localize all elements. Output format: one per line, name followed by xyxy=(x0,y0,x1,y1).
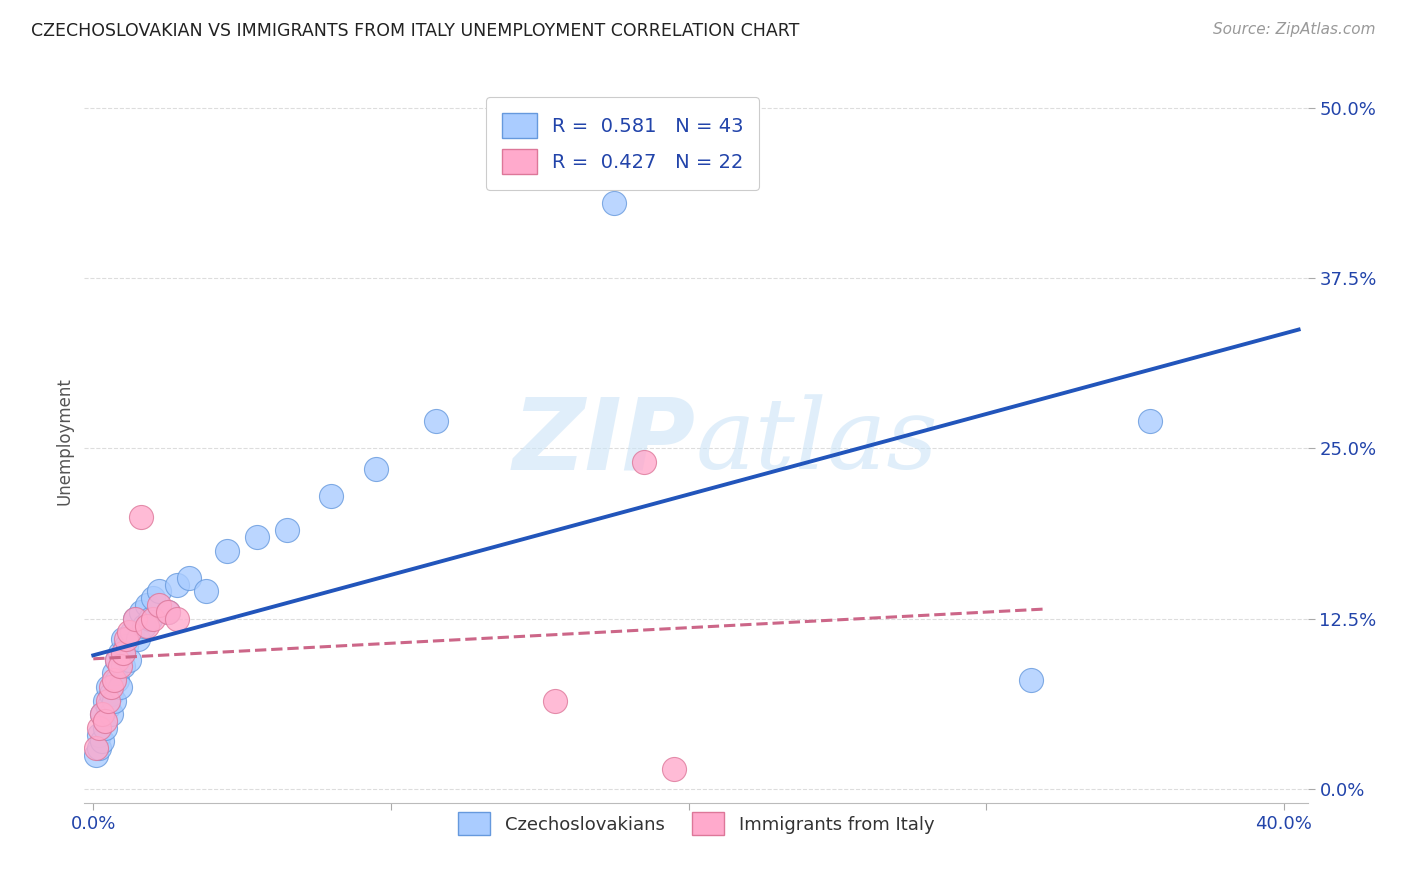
Text: atlas: atlas xyxy=(696,394,939,489)
Point xyxy=(108,680,131,694)
Point xyxy=(100,687,122,701)
Point xyxy=(543,693,565,707)
Point xyxy=(89,741,111,756)
Point xyxy=(633,455,655,469)
Point xyxy=(1139,414,1161,428)
Point xyxy=(166,612,188,626)
Point xyxy=(177,571,200,585)
Point xyxy=(108,659,131,673)
Point xyxy=(1019,673,1042,687)
Point xyxy=(97,700,120,714)
Point xyxy=(112,659,135,673)
Point xyxy=(603,196,626,211)
Point xyxy=(105,653,128,667)
Point xyxy=(127,632,149,647)
Y-axis label: Unemployment: Unemployment xyxy=(55,377,73,506)
Point xyxy=(135,618,157,632)
Point xyxy=(100,707,122,722)
Point xyxy=(89,728,111,742)
Point xyxy=(217,543,239,558)
Point xyxy=(115,639,138,653)
Point xyxy=(129,509,152,524)
Point xyxy=(103,666,125,681)
Point xyxy=(91,707,114,722)
Point xyxy=(103,693,125,707)
Text: ZIP: ZIP xyxy=(513,393,696,490)
Point xyxy=(142,612,165,626)
Point xyxy=(91,734,114,748)
Point xyxy=(112,646,135,660)
Legend: Czechoslovakians, Immigrants from Italy: Czechoslovakians, Immigrants from Italy xyxy=(449,803,943,845)
Point xyxy=(94,721,117,735)
Point xyxy=(148,598,170,612)
Point xyxy=(276,523,298,537)
Point xyxy=(321,489,343,503)
Point xyxy=(91,707,114,722)
Point xyxy=(425,414,447,428)
Point xyxy=(84,741,107,756)
Point xyxy=(246,530,269,544)
Text: Source: ZipAtlas.com: Source: ZipAtlas.com xyxy=(1212,22,1375,37)
Point xyxy=(112,632,135,647)
Point xyxy=(132,618,155,632)
Point xyxy=(100,680,122,694)
Point xyxy=(135,598,157,612)
Point xyxy=(89,721,111,735)
Point xyxy=(118,625,141,640)
Point xyxy=(121,625,143,640)
Text: CZECHOSLOVAKIAN VS IMMIGRANTS FROM ITALY UNEMPLOYMENT CORRELATION CHART: CZECHOSLOVAKIAN VS IMMIGRANTS FROM ITALY… xyxy=(31,22,799,40)
Point xyxy=(94,714,117,728)
Point xyxy=(105,653,128,667)
Point xyxy=(118,653,141,667)
Point xyxy=(156,605,179,619)
Point xyxy=(148,584,170,599)
Point xyxy=(156,605,179,619)
Point xyxy=(105,673,128,687)
Point xyxy=(142,591,165,606)
Point xyxy=(108,646,131,660)
Point xyxy=(103,673,125,687)
Point xyxy=(129,605,152,619)
Point xyxy=(97,680,120,694)
Point xyxy=(97,693,120,707)
Point xyxy=(195,584,218,599)
Point xyxy=(84,748,107,763)
Point xyxy=(364,462,387,476)
Point xyxy=(139,612,162,626)
Point xyxy=(124,612,146,626)
Point xyxy=(94,693,117,707)
Point xyxy=(115,632,138,647)
Point xyxy=(124,612,146,626)
Point xyxy=(166,577,188,591)
Point xyxy=(662,762,685,776)
